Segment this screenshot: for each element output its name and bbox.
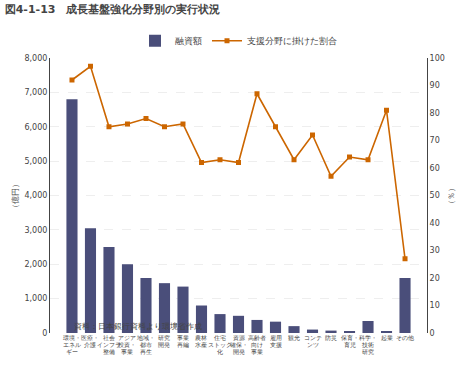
svg-text:8,000: 8,000: [24, 54, 47, 63]
svg-text:融資額: 融資額: [175, 36, 202, 46]
svg-text:40: 40: [430, 219, 440, 228]
svg-text:7,000: 7,000: [24, 88, 47, 97]
svg-text:60: 60: [430, 164, 440, 173]
svg-text:地域・都市再生: 地域・都市再生: [136, 335, 155, 355]
svg-text:10: 10: [430, 301, 440, 310]
svg-text:（億円）: （億円）: [11, 180, 20, 212]
svg-text:図4-1-13 成長基盤強化分野別の実行状況: 図4-1-13 成長基盤強化分野別の実行状況: [5, 3, 221, 16]
svg-text:保育・育児: 保育・育児: [341, 334, 359, 348]
svg-text:資料：日本銀行資料より環境省作成: 資料：日本銀行資料より環境省作成: [74, 322, 202, 331]
svg-text:0: 0: [42, 329, 47, 338]
svg-text:医療・介護: 医療・介護: [81, 334, 99, 348]
svg-text:4,000: 4,000: [24, 191, 47, 200]
svg-text:0: 0: [430, 329, 435, 338]
svg-text:環境・エネルギー: 環境・エネルギー: [63, 334, 81, 355]
svg-text:100: 100: [430, 54, 445, 63]
svg-text:雇用支援: 雇用支援: [270, 334, 282, 348]
svg-text:2,000: 2,000: [24, 260, 47, 269]
svg-text:コンテンツ: コンテンツ: [304, 335, 322, 348]
svg-text:起業: 起業: [381, 335, 393, 341]
svg-text:50: 50: [430, 191, 440, 200]
svg-text:科学・技術研究: 科学・技術研究: [359, 335, 377, 355]
svg-text:支援分野に掛けた割合: 支援分野に掛けた割合: [247, 36, 337, 46]
svg-text:6,000: 6,000: [24, 123, 47, 132]
svg-text:（％）: （％）: [447, 184, 456, 208]
svg-text:5,000: 5,000: [24, 157, 47, 166]
svg-text:70: 70: [430, 136, 440, 145]
svg-text:研究開発: 研究開発: [158, 334, 170, 348]
svg-text:住宅ストック化: 住宅ストック化: [208, 334, 232, 355]
svg-text:事業再編: 事業再編: [177, 335, 189, 348]
svg-text:20: 20: [430, 274, 440, 283]
svg-text:観光: 観光: [288, 335, 300, 341]
svg-text:80: 80: [430, 109, 440, 118]
svg-text:高齢者向け事業: 高齢者向け事業: [248, 334, 266, 355]
svg-text:アジア投資・事業: アジア投資・事業: [117, 335, 136, 355]
svg-text:社会インフラ整備: 社会インフラ整備: [97, 335, 121, 355]
svg-text:その他: その他: [396, 335, 414, 342]
svg-text:農林水産: 農林水産: [195, 335, 207, 348]
svg-text:資源確保・開発: 資源確保・開発: [229, 335, 248, 355]
svg-text:90: 90: [430, 81, 440, 90]
svg-text:1,000: 1,000: [24, 294, 47, 303]
svg-text:3,000: 3,000: [24, 226, 47, 235]
svg-text:30: 30: [430, 246, 440, 255]
svg-text:防災: 防災: [325, 335, 337, 342]
